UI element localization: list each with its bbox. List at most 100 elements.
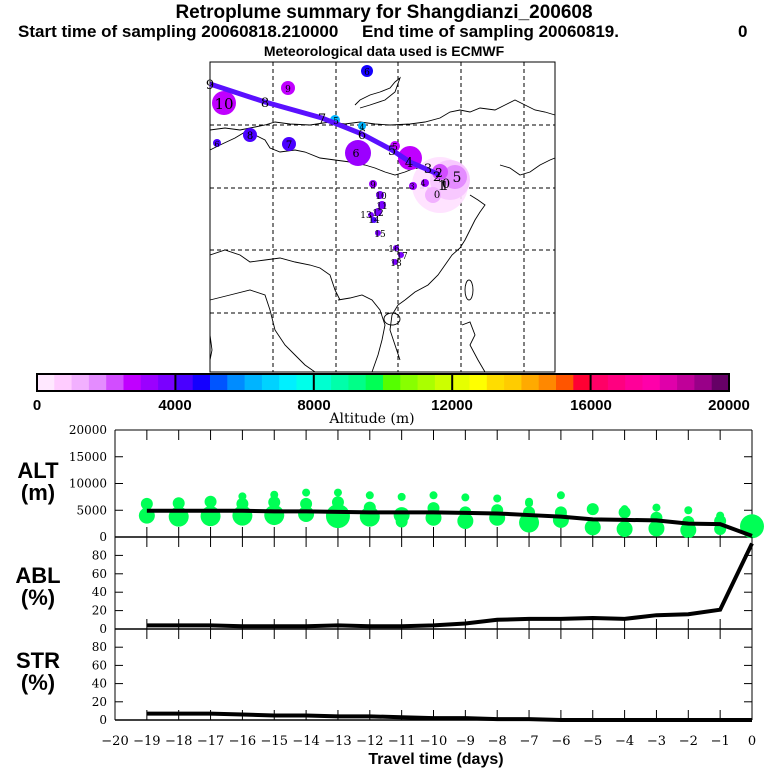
plume-cluster	[361, 65, 373, 77]
plume-cluster	[375, 230, 381, 236]
alt-point	[270, 490, 279, 499]
y-tick-label: 60	[92, 658, 107, 672]
colorbar-swatch	[504, 374, 522, 391]
colorbar-swatch	[227, 374, 246, 391]
alt-point	[556, 491, 565, 500]
colorbar-swatch	[71, 374, 90, 391]
plume-cluster	[371, 217, 377, 223]
plume-cluster	[243, 128, 257, 142]
alt-unit: (m)	[21, 480, 55, 505]
alt-point	[395, 515, 408, 528]
colorbar-swatch	[348, 374, 367, 391]
plume-cluster	[376, 191, 384, 199]
island	[464, 279, 474, 301]
alt-point	[204, 495, 217, 508]
colorbar-tick: 4000	[158, 397, 191, 414]
timeseries-panels: 0 5000 10000 15000 20000 0 20 40 60 80 0 20 40 60 80 −2…	[69, 423, 764, 749]
plume-cluster	[443, 165, 467, 189]
colorbar-swatch	[106, 374, 124, 391]
alt-point	[172, 497, 185, 510]
x-tick-label: −5	[583, 734, 602, 749]
coastlines	[209, 76, 556, 373]
traj-label: 5	[388, 144, 396, 159]
alt-point	[620, 505, 629, 514]
plume-cluster	[398, 252, 404, 258]
border-line	[209, 249, 341, 301]
colorbar-swatch	[469, 374, 488, 391]
colorbar-swatch	[313, 374, 332, 391]
sampling-end-suffix: 0	[738, 22, 748, 41]
alt-point	[586, 503, 599, 516]
colorbar-swatch	[88, 374, 107, 391]
cluster-label: 5	[333, 117, 339, 127]
map-graticule	[210, 62, 555, 372]
y-tick-label: 0	[99, 622, 107, 636]
colorbar-swatch	[279, 374, 297, 391]
alt-point	[461, 493, 470, 502]
alt-point	[333, 488, 342, 497]
alt-point	[716, 511, 725, 520]
met-data-label: Meteorological data used is ECMWF	[263, 43, 505, 59]
colorbar-swatch	[175, 374, 194, 391]
plume-cluster	[358, 122, 366, 130]
cluster-labels: 10 9 8 7 6 6 5 5 5 4 4 3 2 1 0 6 9 10 11…	[214, 68, 461, 269]
cluster-label: 11	[376, 202, 387, 212]
x-tick-label: −15	[261, 734, 288, 749]
traj-label: 2	[433, 170, 441, 185]
plume-cluster	[212, 91, 236, 115]
colorbar-swatch	[452, 374, 470, 391]
x-tick-label: −8	[488, 734, 507, 749]
colorbar-tick: 8000	[297, 397, 330, 414]
x-tick-label: −18	[165, 734, 192, 749]
trajectory-labels: 9 8 7 6 5 4 3 2 1 0	[206, 78, 450, 194]
coast-line	[209, 289, 316, 373]
cluster-label: 9	[370, 181, 376, 191]
colorbar-swatch	[244, 374, 263, 391]
cluster-label: 1	[441, 179, 449, 193]
alt-point	[331, 496, 344, 509]
alt-point	[519, 512, 540, 533]
colorbar-swatch	[625, 374, 643, 391]
colorbar-swatch	[486, 374, 505, 391]
cluster-label: 5	[453, 170, 462, 186]
colorbar-swatch	[573, 374, 592, 391]
y-tick-label: 20	[92, 695, 107, 709]
alt-point	[457, 512, 474, 529]
alt-series-line	[146, 508, 753, 538]
cluster-label: 3	[409, 182, 414, 191]
map-frame	[209, 61, 556, 373]
y-tick-label: 5000	[76, 503, 107, 517]
y-tick-label: 40	[92, 677, 107, 691]
alt-point	[268, 496, 281, 509]
sampling-start: Start time of sampling 20060818.210000	[18, 22, 339, 41]
str-label: STR	[16, 648, 60, 673]
panel-alt: 0 5000 10000 15000 20000	[69, 423, 764, 544]
y-tick-label: 80	[92, 640, 107, 654]
cluster-label: 4	[359, 123, 364, 132]
traj-label: 3	[424, 162, 432, 177]
plume-cluster	[421, 179, 429, 187]
plume-cluster	[425, 187, 441, 203]
x-tick-label: −12	[356, 734, 383, 749]
colorbar-swatch	[400, 374, 419, 391]
map-panel: 9 8 7 6 5 4 3 2 1 0 10 9 8 7 6 6 5 5 5 4…	[206, 61, 556, 373]
colorbar-swatch	[694, 374, 713, 391]
x-tick-label: −10	[420, 734, 447, 749]
coast-line	[209, 334, 213, 361]
colorbar-swatch	[296, 374, 315, 391]
colorbar-swatch	[383, 374, 401, 391]
cluster-label: 17	[396, 252, 408, 262]
plume-cluster	[432, 164, 448, 180]
colorbar-tick: 12000	[431, 397, 473, 414]
x-tick-label: −16	[229, 734, 256, 749]
y-tick-label: 0	[99, 530, 107, 544]
lake-line	[354, 76, 401, 109]
colorbar-swatch	[140, 374, 159, 391]
colorbar-swatch	[417, 374, 436, 391]
coast-line	[499, 157, 556, 176]
cluster-label: 8	[247, 131, 253, 142]
y-tick-label: 10000	[69, 477, 107, 491]
cluster-label: 13	[360, 211, 372, 221]
x-tick-label: −20	[101, 734, 128, 749]
x-tick-label: −11	[388, 734, 415, 749]
